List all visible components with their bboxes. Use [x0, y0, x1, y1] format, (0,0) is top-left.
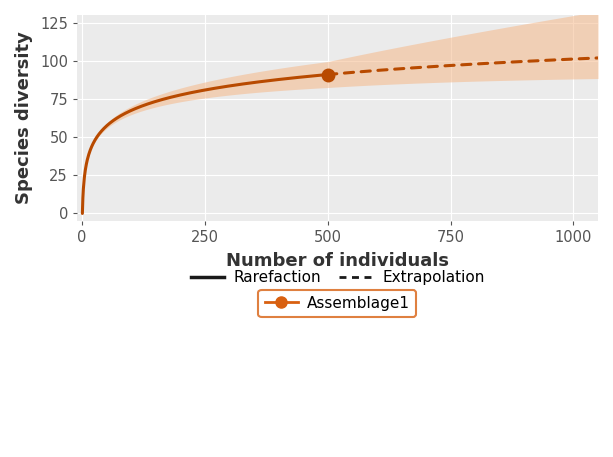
- Legend: Assemblage1: Assemblage1: [259, 289, 416, 317]
- X-axis label: Number of individuals: Number of individuals: [226, 252, 449, 270]
- Y-axis label: Species diversity: Species diversity: [15, 32, 33, 204]
